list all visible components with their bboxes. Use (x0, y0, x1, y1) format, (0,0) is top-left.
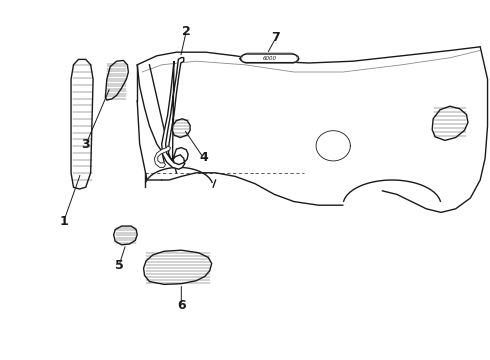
Text: 3: 3 (81, 138, 90, 151)
Polygon shape (162, 58, 188, 169)
Text: 6000: 6000 (263, 56, 276, 61)
Text: 7: 7 (271, 31, 280, 44)
Text: 2: 2 (182, 25, 191, 38)
Polygon shape (154, 146, 171, 167)
Text: 1: 1 (59, 215, 68, 228)
Polygon shape (432, 106, 468, 140)
Polygon shape (240, 54, 299, 63)
Polygon shape (114, 226, 137, 245)
Polygon shape (71, 59, 93, 189)
Polygon shape (144, 250, 212, 284)
Text: 6: 6 (177, 299, 186, 312)
Polygon shape (172, 119, 190, 138)
Polygon shape (105, 60, 128, 100)
Text: 4: 4 (199, 151, 208, 164)
Text: 5: 5 (115, 259, 123, 272)
